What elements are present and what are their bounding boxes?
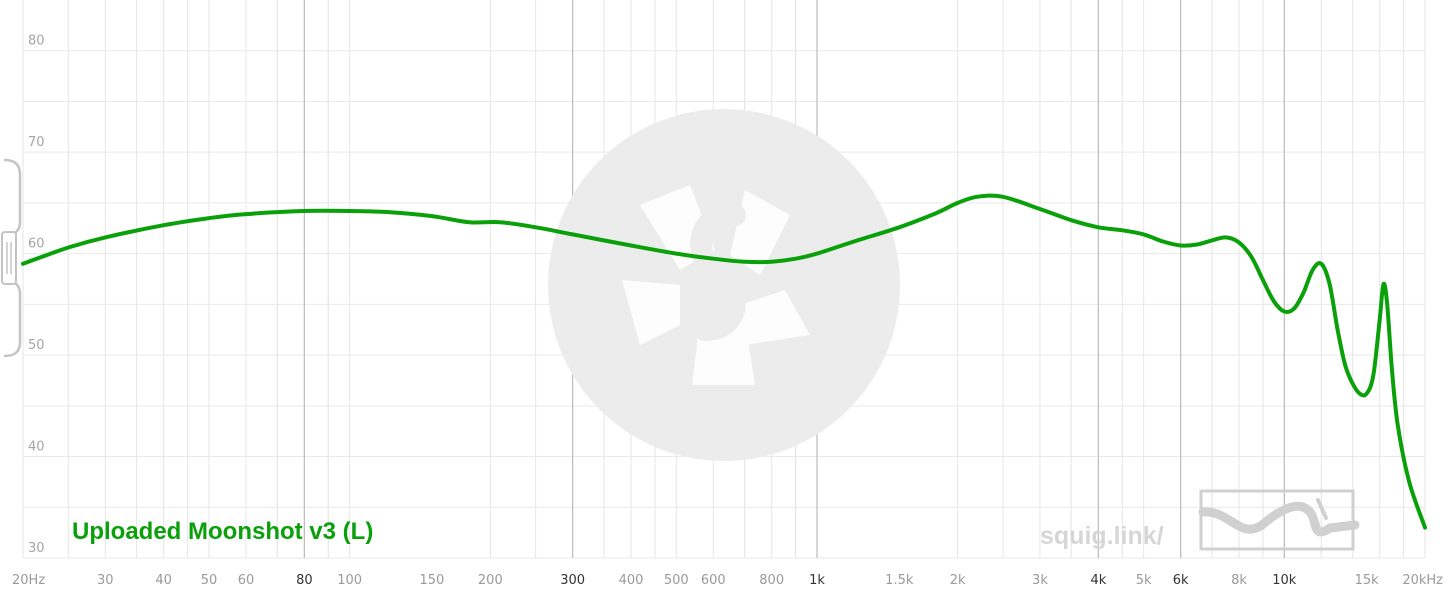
x-tick-label: 15k [1355,573,1380,588]
x-tick-label: 2k [950,573,966,588]
x-tick-label: 20kHz [1402,573,1443,588]
x-tick-label: 80 [296,573,313,588]
squig-link-watermark: squig.link/ [1040,522,1164,550]
x-tick-label: 1k [809,573,825,588]
logo-watermark [548,109,900,461]
y-tick-label: 80 [28,34,45,49]
x-tick-label: 500 [664,573,689,588]
x-tick-label: 60 [238,573,255,588]
y-tick-label: 70 [28,135,45,150]
x-tick-label: 300 [560,573,585,588]
x-tick-label: 5k [1136,573,1152,588]
x-tick-label: 30 [97,573,114,588]
x-tick-label: 4k [1090,573,1106,588]
x-tick-label: 50 [201,573,218,588]
x-tick-label: 20Hz [12,573,45,588]
frequency-response-curve[interactable] [21,193,1427,530]
y-tick-label: 50 [28,338,45,353]
y-tick-label: 40 [28,440,45,455]
x-tick-label: 600 [701,573,726,588]
x-tick-label: 40 [155,573,172,588]
y-axis: 30 40 50 60 70 80 [28,34,45,556]
x-tick-label: 1.5k [885,573,914,588]
x-tick-label: 200 [478,573,503,588]
x-tick-label: 100 [337,573,362,588]
series-name-label: Uploaded Moonshot v3 (L) [72,518,373,545]
y-tick-label: 30 [28,541,45,556]
x-tick-label: 3k [1032,573,1048,588]
x-tick-label: 400 [619,573,644,588]
x-tick-label: 6k [1173,573,1189,588]
x-tick-label: 150 [420,573,445,588]
x-axis: 20Hz 30 40 50 60 80 100 150 200 300 400 500 600 800 1k… [12,573,1443,588]
grid [22,0,1426,559]
y-tick-label: 60 [28,237,45,252]
x-tick-label: 800 [759,573,784,588]
y-axis-scaler-handle[interactable] [1,158,22,358]
x-tick-label: 10k [1272,573,1297,588]
x-tick-label: 8k [1231,573,1247,588]
squig-logo-icon [1198,489,1360,551]
curve-layer [21,193,1427,530]
